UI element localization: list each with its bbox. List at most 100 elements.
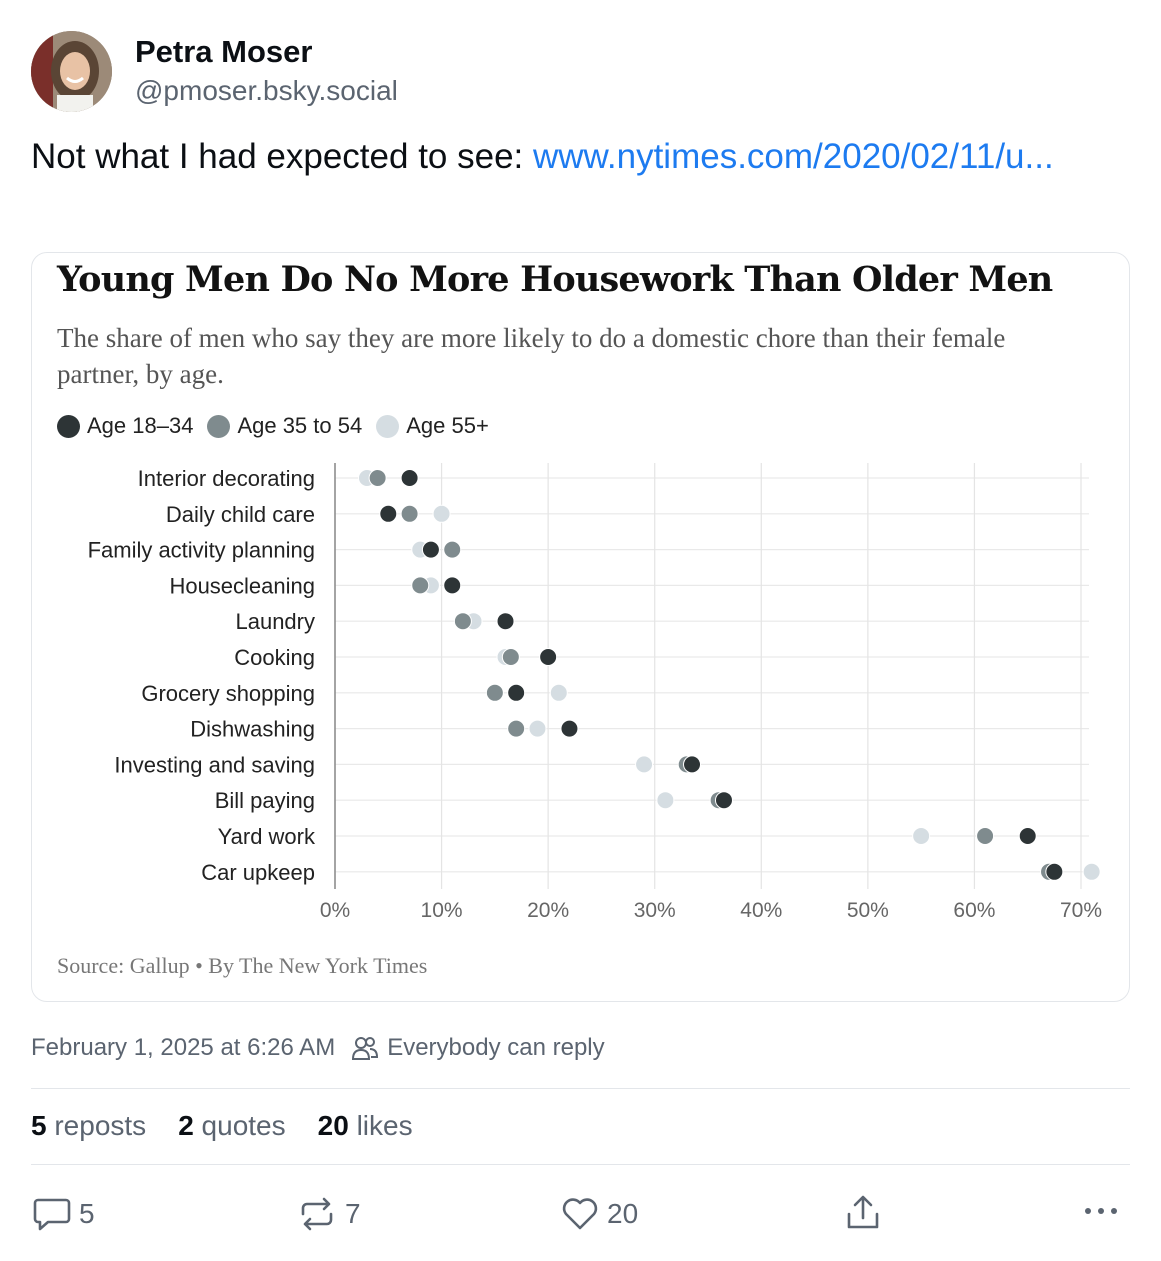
reposts-label: reposts (54, 1110, 147, 1141)
data-point (1018, 827, 1037, 845)
x-tick-label: 50% (847, 899, 889, 922)
quotes-stat[interactable]: 2 quotes (178, 1110, 285, 1142)
share-button[interactable] (845, 1194, 889, 1232)
data-point (635, 755, 654, 774)
data-point (496, 612, 515, 631)
x-tick-label: 40% (740, 899, 782, 922)
data-point (501, 648, 520, 666)
data-point (560, 719, 579, 738)
data-point (683, 755, 702, 774)
chart-plot: 0% 10% 20% 30% 40% 50% 60% 70% Interior decorati… (88, 463, 1102, 922)
data-point (976, 827, 995, 845)
category-label: Cooking (234, 645, 315, 670)
divider (31, 1088, 1130, 1089)
x-tick-label: 60% (953, 899, 995, 922)
category-label: Grocery shopping (141, 681, 315, 706)
category-label: Yard work (218, 824, 316, 849)
x-tick-label: 0% (320, 899, 350, 922)
chart-subtitle: The share of men who say they are more l… (57, 323, 1006, 389)
category-label: Interior decorating (138, 466, 315, 491)
data-point (421, 540, 440, 559)
data-point (453, 612, 472, 631)
reply-button[interactable]: 5 (33, 1196, 95, 1232)
chart-legend: Age 18–34 Age 35 to 54 Age 55+ (57, 413, 503, 439)
avatar-photo (31, 31, 112, 112)
x-tick-label: 10% (421, 899, 463, 922)
legend-label: Age 18–34 (87, 413, 194, 438)
quotes-label: quotes (201, 1110, 286, 1141)
legend-label: Age 35 to 54 (237, 413, 363, 438)
data-point (507, 719, 526, 738)
legend-swatch (57, 414, 80, 438)
data-point (432, 504, 451, 523)
reply-count: 5 (79, 1198, 95, 1229)
post-timestamp[interactable]: February 1, 2025 at 6:26 AM (31, 1034, 336, 1061)
category-label: Daily child care (166, 502, 315, 527)
data-point (400, 469, 419, 487)
quotes-count: 2 (178, 1110, 194, 1141)
author-name[interactable]: Petra Moser (135, 34, 313, 69)
like-count: 20 (607, 1198, 639, 1229)
category-label: Family activity planning (88, 538, 315, 563)
reposts-count: 5 (31, 1110, 47, 1141)
legend-label: Age 55+ (406, 413, 489, 438)
data-point (549, 683, 568, 702)
data-point (539, 648, 558, 666)
more-dots-icon (1085, 1208, 1117, 1214)
repost-count: 7 (345, 1198, 361, 1229)
engagement-stats: 5 reposts 2 quotes 20 likes (31, 1110, 445, 1142)
more-options-button[interactable] (1083, 1206, 1127, 1216)
heart-icon (562, 1198, 598, 1230)
data-point (368, 469, 387, 487)
post-text: Not what I had expected to see: www.nyti… (31, 138, 1126, 175)
data-point (443, 576, 462, 595)
likes-label: likes (356, 1110, 413, 1141)
data-point (485, 683, 504, 702)
data-point (443, 540, 462, 559)
x-tick-label: 20% (527, 899, 569, 922)
likes-stat[interactable]: 20 likes (318, 1110, 413, 1142)
reply-setting[interactable]: Everybody can reply (351, 1034, 605, 1062)
speech-bubble-icon (33, 1198, 71, 1231)
divider (31, 1164, 1130, 1165)
data-point (528, 719, 547, 738)
legend-item: Age 18–34 (57, 413, 193, 439)
category-label: Car upkeep (201, 860, 315, 885)
post-link[interactable]: www.nytimes.com/2020/02/11/u... (532, 137, 1054, 176)
category-label: Dishwashing (190, 717, 315, 742)
data-point (656, 791, 675, 810)
repost-arrows-icon (301, 1197, 333, 1231)
data-point (714, 791, 733, 810)
data-point (379, 504, 398, 523)
author-handle[interactable]: @pmoser.bsky.social (135, 75, 398, 106)
chart-title: Young Men Do No More Housework Than Olde… (57, 259, 1053, 300)
data-point (1082, 862, 1101, 881)
chart-source: Source: Gallup • By The New York Times (57, 953, 428, 978)
data-point (1045, 862, 1064, 881)
post-meta: February 1, 2025 at 6:26 AM Everybody ca… (31, 1034, 605, 1062)
author-avatar[interactable] (31, 31, 112, 112)
category-label: Laundry (235, 609, 315, 634)
x-tick-label: 70% (1060, 899, 1102, 922)
data-point (400, 504, 419, 523)
post-actions: 5 7 20 (0, 1192, 1161, 1236)
data-point (912, 827, 931, 845)
likes-count: 20 (317, 1110, 349, 1141)
category-label: Investing and saving (114, 752, 315, 777)
category-label: Housecleaning (169, 573, 315, 598)
reply-setting-label: Everybody can reply (387, 1034, 605, 1061)
legend-swatch (376, 414, 400, 438)
legend-item: Age 35 to 54 (207, 413, 362, 439)
like-button[interactable]: 20 (561, 1196, 638, 1232)
x-tick-label: 30% (634, 899, 676, 922)
data-point (507, 683, 526, 702)
category-label: Bill paying (215, 788, 315, 813)
repost-button[interactable]: 7 (297, 1196, 361, 1232)
data-point (411, 576, 430, 595)
embedded-chart-image[interactable]: Young Men Do No More Housework Than Olde… (31, 252, 1130, 1002)
legend-swatch (207, 414, 231, 438)
legend-item: Age 55+ (376, 413, 489, 439)
share-icon (847, 1195, 879, 1229)
post-body-text: Not what I had expected to see: (31, 137, 533, 176)
reposts-stat[interactable]: 5 reposts (31, 1110, 146, 1142)
